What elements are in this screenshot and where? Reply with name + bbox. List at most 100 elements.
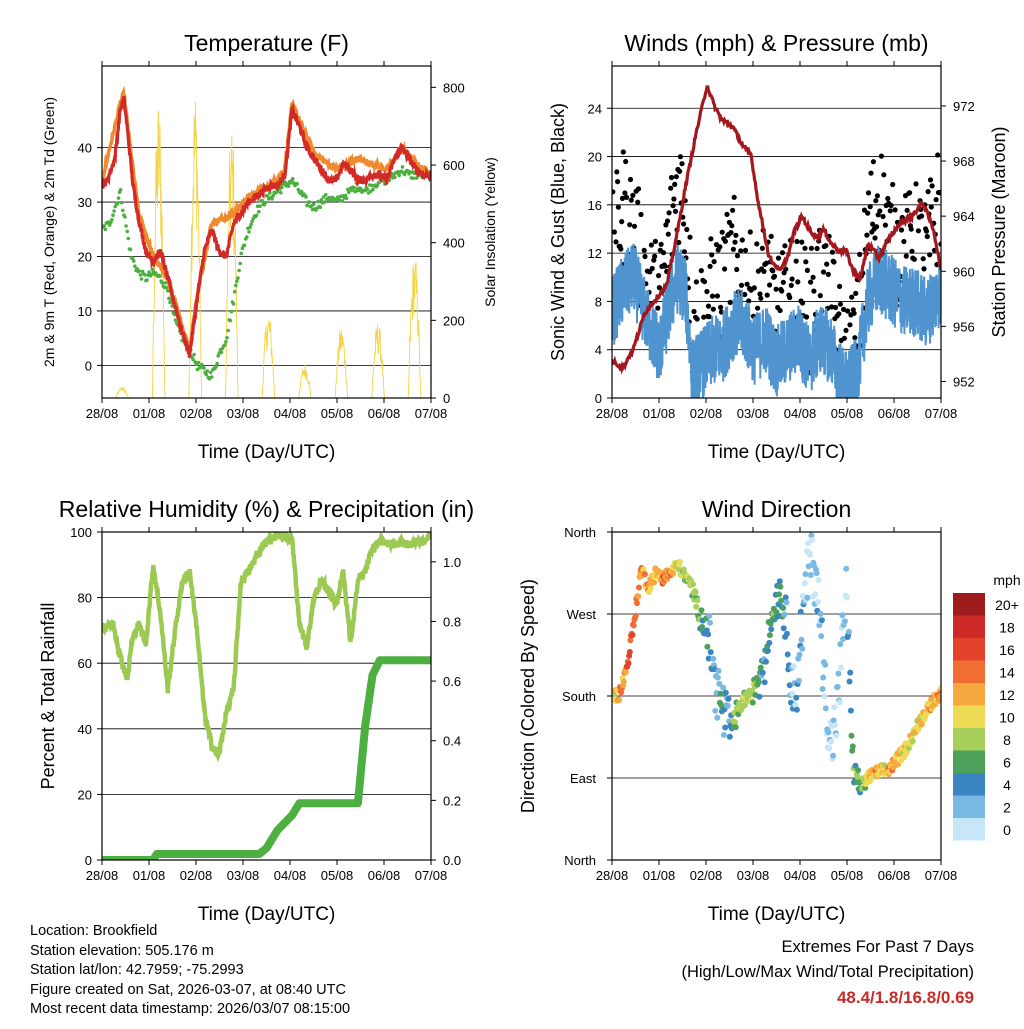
gust-point [672, 208, 679, 214]
gust-point [620, 149, 626, 155]
dewpoint-point [147, 270, 151, 274]
dewpoint-point [279, 191, 283, 195]
x-tick-label: 28/08 [86, 868, 119, 883]
dewpoint-point [168, 300, 172, 305]
chart-title: Relative Humidity (%) & Precipitation (i… [59, 496, 474, 522]
dewpoint-point [116, 196, 121, 200]
gust-point [804, 314, 810, 320]
legend-label: 20+ [995, 597, 1019, 613]
gust-point [724, 211, 730, 217]
gust-point [622, 190, 628, 196]
dewpoint-point [322, 200, 327, 204]
direction-point [756, 693, 763, 700]
plot-border [611, 65, 942, 399]
y2-tick-label: 0.8 [443, 614, 461, 629]
y-tick-label: North [564, 853, 596, 868]
gust-point [837, 301, 844, 307]
gust-point [898, 227, 905, 233]
dewpoint-point [397, 173, 402, 178]
y2-axis-label: Station Pressure (Maroon) [989, 126, 1009, 337]
direction-point [784, 630, 790, 637]
direction-point [836, 699, 843, 706]
gust-point [881, 172, 887, 178]
x-tick-label: 03/08 [737, 868, 770, 883]
gust-point [722, 266, 728, 272]
y-axis-label: Sonic Wind & Gust (Blue, Black) [548, 103, 568, 361]
gust-point [677, 168, 683, 174]
gust-point [853, 290, 859, 296]
y2-tick-label: 1.0 [443, 555, 461, 570]
direction-point [783, 599, 790, 606]
gust-point [882, 222, 889, 228]
gust-point [870, 159, 877, 165]
direction-point [720, 732, 727, 738]
direction-point [826, 745, 833, 752]
gust-point [628, 197, 634, 203]
gust-point [901, 238, 907, 245]
gust-point [887, 208, 893, 214]
gust-point [841, 306, 847, 312]
direction-point [936, 694, 941, 701]
gust-point [635, 186, 642, 192]
gust-point [872, 235, 878, 241]
gust-point [783, 266, 789, 272]
direction-point [763, 658, 769, 665]
dewpoint-point [143, 273, 147, 277]
temp-2m-line [102, 95, 431, 358]
dewpoint-point [254, 213, 259, 218]
x-tick-label: 05/08 [831, 868, 864, 883]
x-tick-label: 06/08 [878, 868, 911, 883]
y-tick-label: 24 [588, 101, 602, 116]
sonic-wind-line [612, 243, 941, 398]
direction-point [768, 626, 775, 633]
gust-point [681, 221, 687, 227]
dewpoint-point [393, 175, 397, 180]
legend-swatch [953, 705, 985, 728]
y-tick-label: 80 [78, 591, 92, 606]
gust-point [623, 158, 629, 165]
gust-point [758, 295, 764, 301]
dewpoint-point [257, 209, 261, 214]
gust-point [709, 293, 716, 299]
legend-label: 8 [1003, 732, 1011, 748]
direction-point [822, 705, 829, 712]
gust-point [825, 271, 831, 277]
gust-point [738, 282, 745, 288]
gust-point [631, 223, 638, 229]
gust-point [763, 260, 770, 266]
gust-point [928, 204, 934, 210]
gust-point [731, 194, 737, 200]
direction-point [848, 732, 855, 739]
gust-point [873, 198, 879, 204]
legend-title: mph [993, 572, 1020, 588]
direction-point [705, 631, 712, 638]
gust-point [668, 174, 675, 181]
direction-point [780, 625, 787, 632]
humidity-line [102, 532, 431, 763]
dewpoint-point [208, 370, 213, 375]
gust-point [656, 285, 663, 291]
gust-point [865, 190, 872, 196]
dewpoint-point [139, 277, 144, 281]
direction-point [616, 696, 623, 703]
gust-point [668, 185, 674, 191]
gust-point [913, 181, 919, 187]
dewpoint-point [113, 204, 117, 209]
elevation-text: Station elevation: 505.176 m [30, 942, 214, 959]
dewpoint-point [352, 186, 357, 190]
direction-point [804, 594, 811, 601]
dewpoint-point [223, 343, 227, 347]
gust-point [845, 308, 851, 314]
direction-point [630, 622, 637, 629]
gust-point [730, 207, 736, 213]
gust-point [694, 316, 700, 322]
gust-point [911, 256, 918, 262]
gust-point [771, 273, 778, 279]
x-tick-label: 04/08 [274, 868, 307, 883]
direction-point [725, 695, 732, 702]
x-tick-label: 05/08 [321, 868, 354, 883]
direction-point [732, 719, 738, 726]
legend-swatch [953, 750, 985, 773]
wind-direction-panel: Wind Direction North East South West North Dir… [518, 496, 1021, 925]
